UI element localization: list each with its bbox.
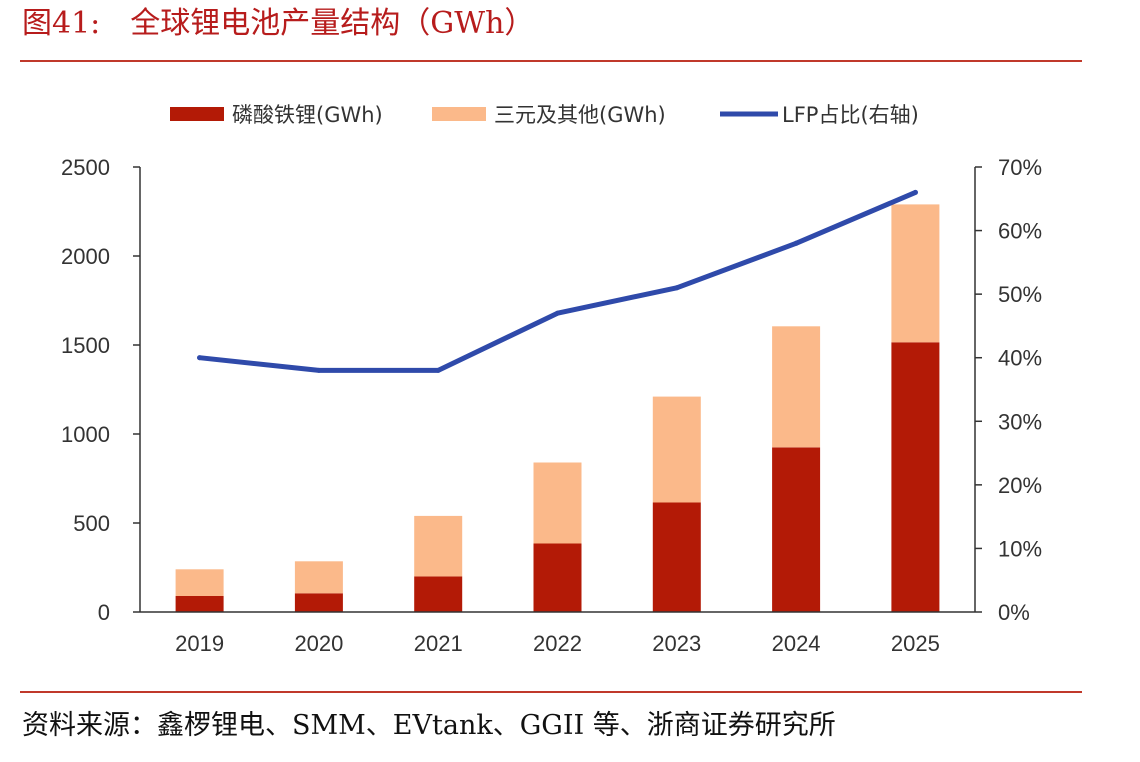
- lfp-share-point-2022: [555, 310, 560, 316]
- lfp-share-point-2020: [316, 367, 322, 373]
- bar-lfp-2024: [772, 447, 821, 612]
- right-tick-label: 10%: [998, 536, 1042, 561]
- bar-ternary-2022: [533, 462, 582, 544]
- figure-number: 图41:: [22, 6, 101, 41]
- share-line-series: [197, 189, 918, 373]
- lfp-share-point-2025: [912, 189, 918, 195]
- bottom-divider: [20, 691, 1082, 693]
- bar-lfp-2023: [652, 502, 701, 612]
- x-tick-label: 2019: [175, 631, 224, 656]
- left-tick-label: 2500: [61, 155, 110, 180]
- x-tick-label: 2023: [652, 631, 701, 656]
- x-tick-label: 2021: [414, 631, 463, 656]
- top-divider: [20, 60, 1082, 62]
- chart-legend: 磷酸铁锂(GWh) 三元及其他(GWh) LFP占比(右轴): [170, 103, 919, 127]
- left-tick-label: 2000: [61, 244, 110, 269]
- x-tick-label: 2022: [533, 631, 582, 656]
- bar-ternary-2019: [175, 569, 224, 596]
- left-tick-label: 0: [98, 600, 110, 625]
- right-tick-label: 60%: [998, 219, 1042, 244]
- lfp-share-point-2024: [793, 240, 799, 246]
- right-tick-label: 0%: [998, 600, 1030, 625]
- figure-title-text: 全球锂电池产量结构（GWh）: [130, 6, 535, 41]
- legend-label: 磷酸铁锂(GWh): [232, 103, 383, 127]
- right-tick-label: 40%: [998, 346, 1042, 371]
- bar-ternary-2020: [294, 561, 343, 594]
- right-tick-label: 20%: [998, 473, 1042, 498]
- x-tick-label: 2020: [294, 631, 343, 656]
- legend-swatch-ternary: [432, 107, 486, 121]
- bar-series: [175, 204, 940, 612]
- legend-label: LFP占比(右轴): [782, 103, 919, 127]
- bar-ternary-2023: [652, 396, 701, 503]
- x-tick-label: 2024: [772, 631, 821, 656]
- legend-swatch-lfp: [170, 107, 224, 121]
- lfp-share-point-2019: [197, 355, 203, 361]
- bar-lfp-2025: [891, 342, 940, 612]
- tick-labels: 0 500 1000 1500 2000 2500 0% 10% 20% 30% 40% 50% 60%…: [61, 155, 1042, 656]
- bar-lfp-2022: [533, 543, 582, 612]
- legend-label: 三元及其他(GWh): [494, 103, 666, 127]
- right-tick-label: 30%: [998, 409, 1042, 434]
- chart-axes: [133, 166, 982, 613]
- right-tick-label: 50%: [998, 282, 1042, 307]
- left-tick-label: 500: [73, 511, 110, 536]
- bar-lfp-2020: [294, 593, 343, 612]
- left-tick-label: 1500: [61, 333, 110, 358]
- left-tick-label: 1000: [61, 422, 110, 447]
- bar-lfp-2021: [414, 576, 463, 612]
- bar-ternary-2024: [772, 326, 821, 448]
- lfp-share-point-2023: [674, 285, 680, 291]
- bar-ternary-2025: [891, 204, 940, 343]
- x-tick-label: 2025: [891, 631, 940, 656]
- lfp-share-point-2021: [435, 367, 441, 373]
- bar-ternary-2021: [414, 515, 463, 577]
- right-tick-label: 70%: [998, 155, 1042, 180]
- bar-lfp-2019: [175, 596, 224, 612]
- source-note: 资料来源：鑫椤锂电、SMM、EVtank、GGII 等、浙商证券研究所: [22, 710, 836, 741]
- figure-title: 图41: 全球锂电池产量结构（GWh）: [22, 4, 534, 44]
